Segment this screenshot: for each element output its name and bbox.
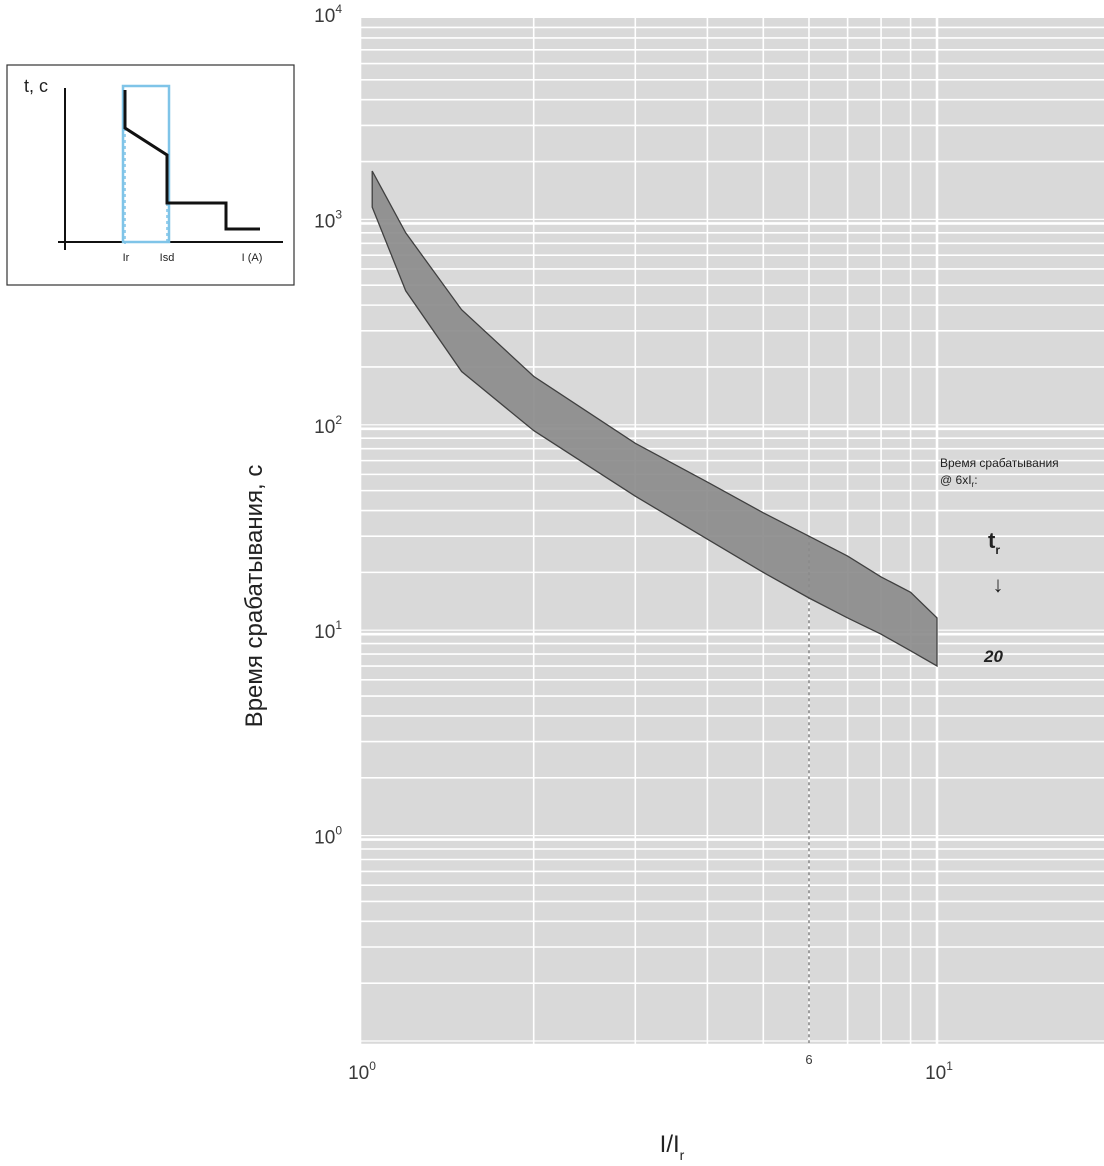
- y-tick-label: 102: [314, 413, 342, 438]
- x-tick-base: 10: [348, 1063, 369, 1084]
- inset-x-label-current: I (A): [242, 252, 263, 264]
- tr-parameter-label: tr: [988, 528, 1000, 557]
- trip-band-20: [371, 170, 938, 668]
- y-tick-base: 10: [314, 417, 335, 438]
- series-value-label: 20: [983, 647, 1003, 666]
- y-tick-base: 10: [314, 211, 335, 232]
- inset-x-label-isd: Isd: [160, 252, 175, 264]
- y-tick-exponent: 3: [335, 207, 342, 221]
- y-axis-title: Время срабатывания, с: [241, 465, 268, 728]
- y-tick-base: 10: [314, 6, 335, 27]
- y-tick-label: 101: [314, 618, 342, 643]
- annotation-line2-suffix: :: [974, 473, 977, 487]
- x-tick-exponent: 1: [946, 1059, 953, 1073]
- annotation-line2: @ 6xIr:: [940, 473, 978, 489]
- inset-highlight-box: [121, 84, 171, 244]
- tr-parameter-main: t: [988, 528, 996, 553]
- inset-y-label: t, c: [24, 76, 48, 96]
- x-axis-title-main: I/I: [660, 1131, 680, 1158]
- x-axis-title-sub: r: [680, 1147, 685, 1163]
- annotation-line1: Время срабатывания: [940, 456, 1059, 470]
- y-tick-label: 103: [314, 207, 342, 232]
- y-tick-label: 100: [314, 824, 342, 849]
- x-tick-labels: 100 101: [348, 1059, 953, 1084]
- annotation-line2-sub: r: [972, 480, 975, 489]
- y-tick-base: 10: [314, 828, 335, 849]
- x-axis-title: I/Ir: [660, 1131, 685, 1163]
- x-tick-exponent: 0: [369, 1059, 376, 1073]
- tr-parameter-sub: r: [995, 543, 1000, 557]
- grid-lines: [358, 18, 1104, 1047]
- y-tick-exponent: 1: [335, 618, 342, 632]
- trip-band-group: [371, 170, 938, 668]
- reference-line-label: 6: [805, 1052, 812, 1067]
- x-tick-base: 10: [925, 1063, 946, 1084]
- y-tick-exponent: 2: [335, 413, 342, 427]
- y-tick-label: 104: [314, 2, 342, 27]
- inset-frame: [6, 64, 295, 286]
- inset-x-label-ir: Ir: [123, 252, 130, 264]
- y-tick-exponent: 0: [335, 824, 342, 838]
- x-tick-label: 100: [348, 1059, 376, 1084]
- trip-time-annotation: Время срабатывания @ 6xIr: tr ↓ 20: [940, 456, 1059, 666]
- inset-trip-curve: [123, 90, 260, 231]
- y-tick-base: 10: [314, 622, 335, 643]
- x-tick-label: 101: [925, 1059, 953, 1084]
- annotation-line2-prefix: @ 6xI: [940, 473, 972, 487]
- down-arrow-icon: ↓: [993, 572, 1004, 597]
- y-tick-exponent: 4: [335, 2, 342, 16]
- inset-schematic: t, c Ir Isd I (A): [6, 64, 295, 286]
